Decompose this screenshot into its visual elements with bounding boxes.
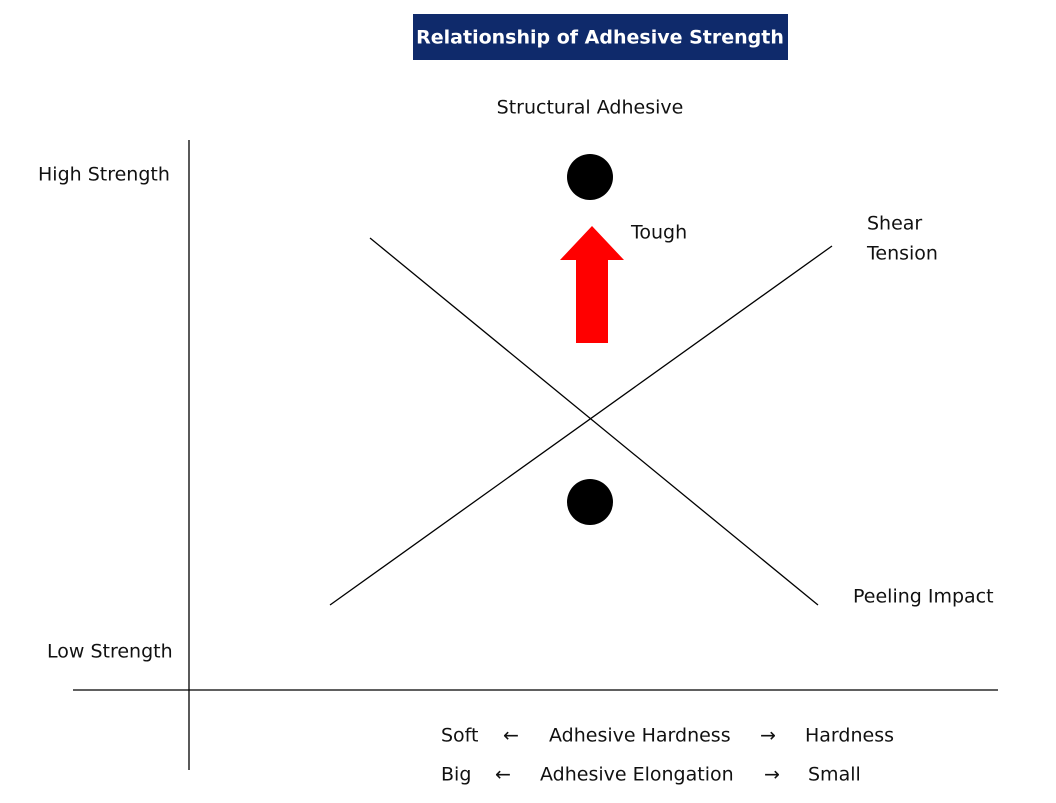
x-arrow: ← — [503, 725, 519, 747]
x-arrow: → — [764, 764, 780, 786]
x-label: Hardness — [805, 725, 894, 747]
tough-label: Tough — [630, 222, 687, 244]
up-arrow — [560, 226, 624, 343]
high-strength-label: High Strength — [38, 164, 170, 186]
x-label: Big — [441, 764, 471, 786]
x-arrow: → — [760, 725, 776, 747]
x-label: Small — [808, 764, 861, 786]
shear-line — [329, 245, 833, 606]
shear-label: Shear — [867, 213, 922, 235]
low-strength-label: Low Strength — [47, 641, 173, 663]
upper-dot — [567, 154, 613, 200]
peeling-label: Peeling Impact — [853, 586, 994, 608]
title: Relationship of Adhesive Strength — [416, 27, 784, 49]
x-label: Soft — [441, 725, 479, 747]
peeling-line — [369, 237, 819, 606]
x-label: Adhesive Elongation — [540, 764, 734, 786]
x-arrow: ← — [495, 764, 511, 786]
title-box — [413, 14, 788, 60]
lower-dot — [567, 479, 613, 525]
x-label: Adhesive Hardness — [549, 725, 731, 747]
top-label: Structural Adhesive — [497, 97, 684, 119]
tension-label: Tension — [866, 243, 938, 265]
